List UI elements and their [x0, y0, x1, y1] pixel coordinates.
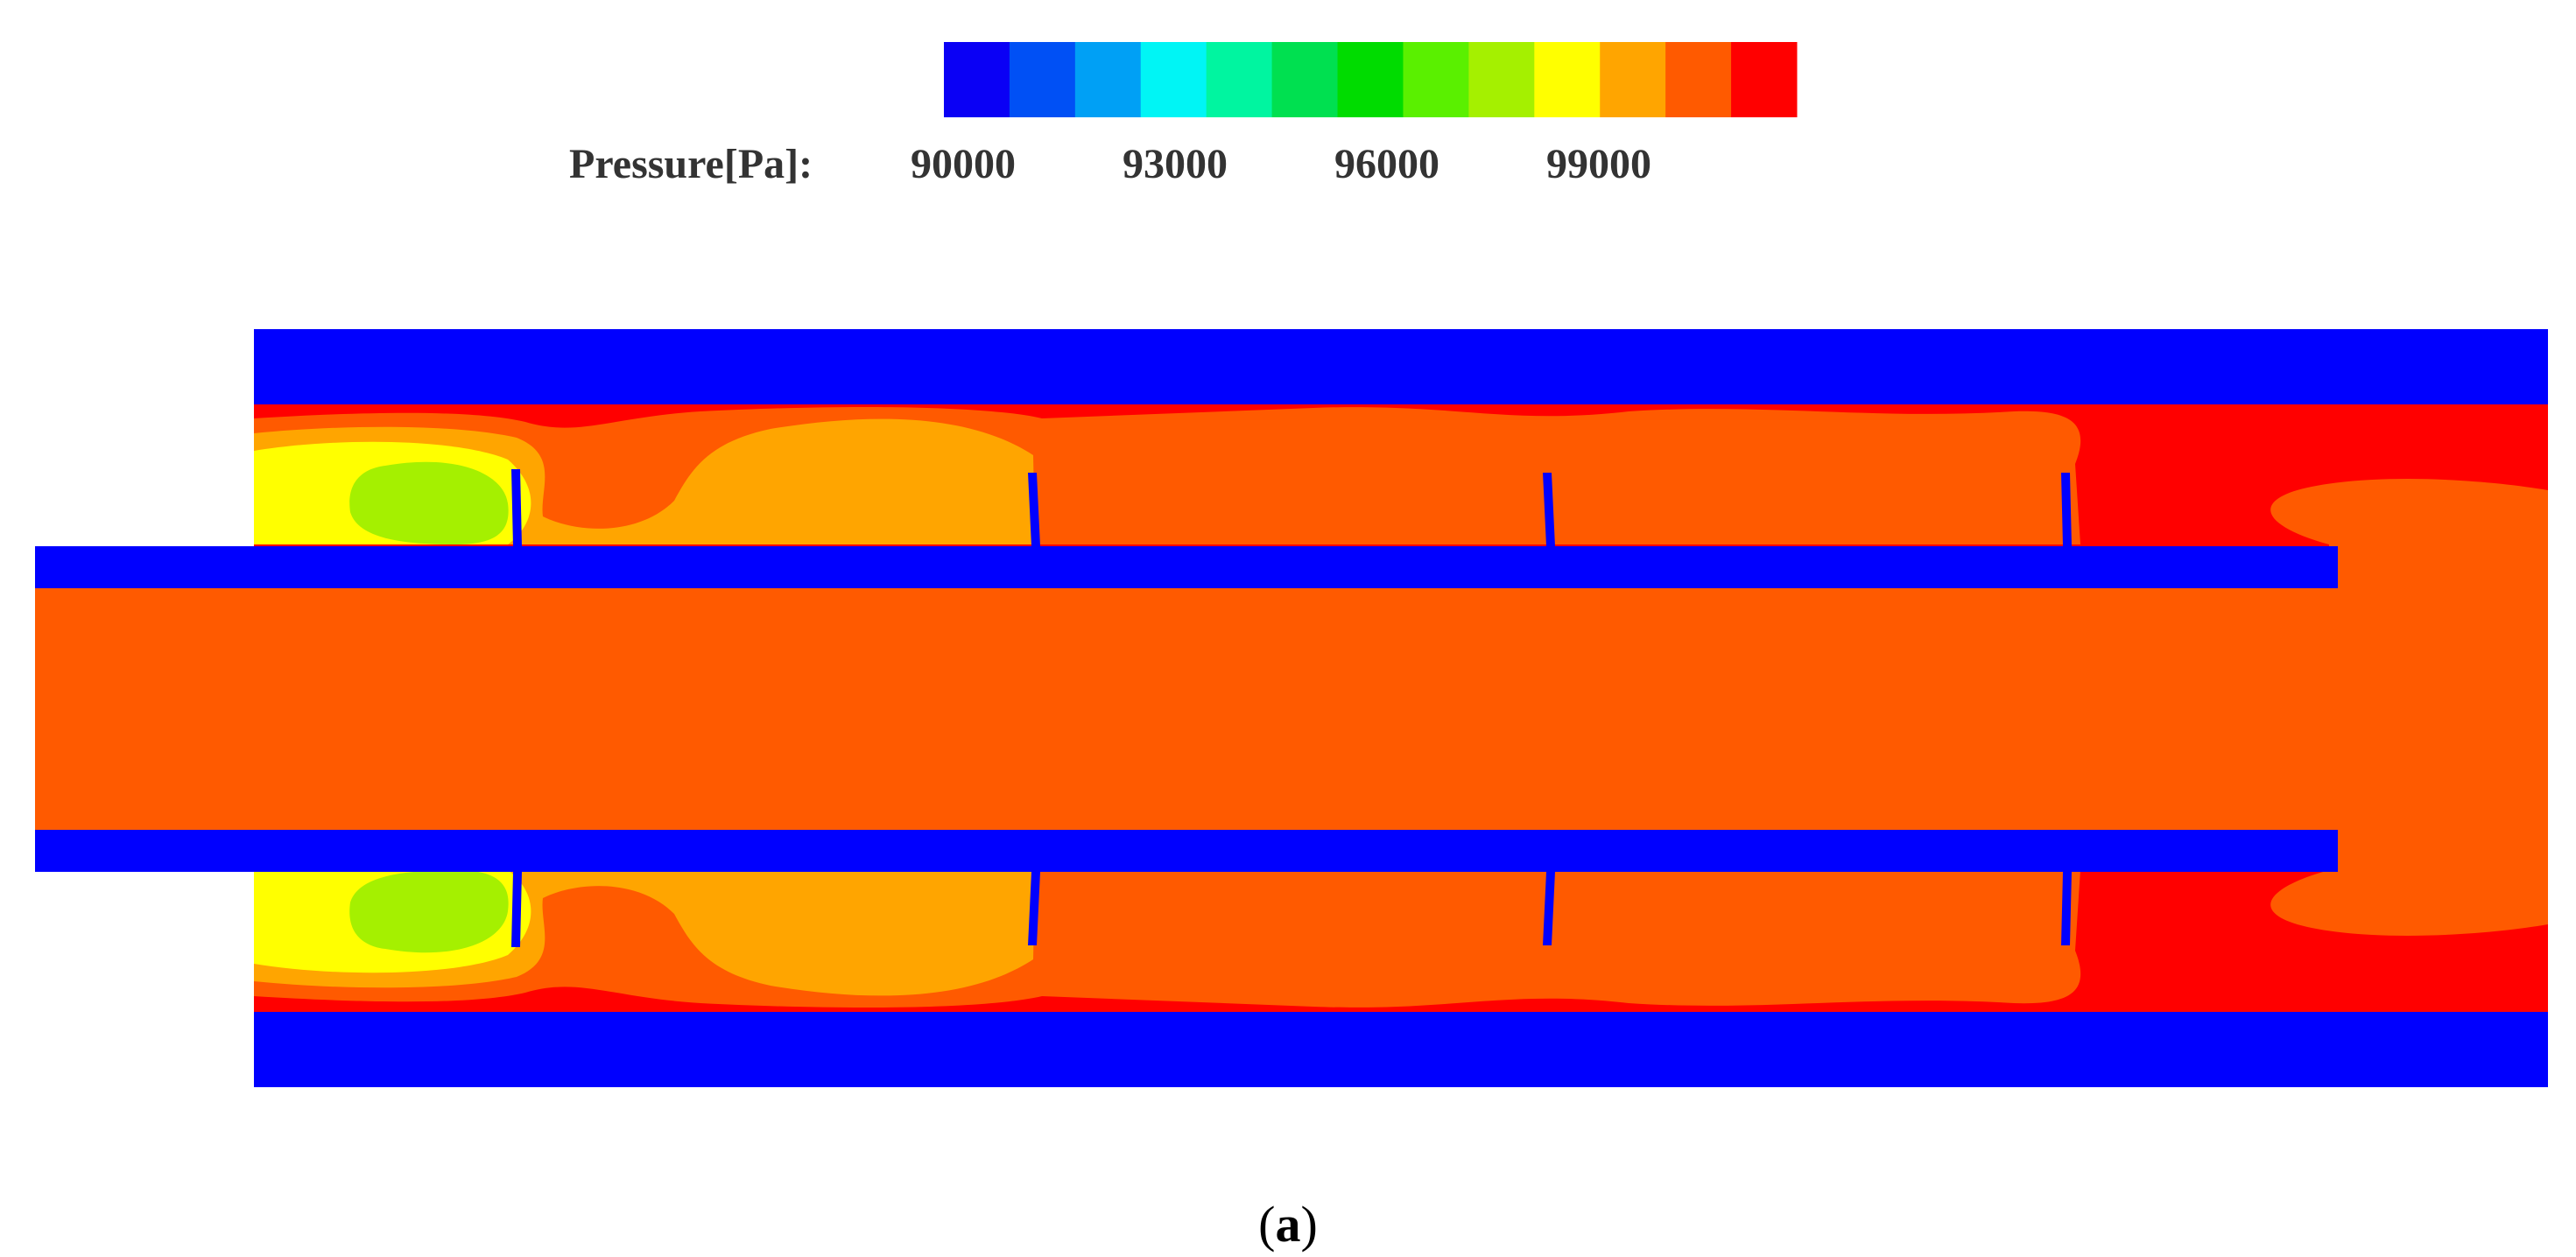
outer-wall-top	[254, 329, 2548, 404]
pressure-color-legend	[944, 42, 1798, 117]
pipe-flow-domain	[35, 329, 2548, 1087]
caption-open-paren: (	[1258, 1196, 1275, 1253]
baffle-lower	[1028, 872, 1040, 945]
baffle-lower	[2061, 872, 2072, 945]
inner-pipe-core-flow	[35, 588, 2338, 830]
legend-color-swatch	[1600, 42, 1666, 117]
legend-color-swatch	[1206, 42, 1273, 117]
upper-annulus-low-region	[349, 461, 509, 544]
outer-wall-bottom	[254, 1012, 2548, 1087]
legend-tick-label: 99000	[1546, 141, 1651, 187]
outlet-jet-region	[2270, 479, 2548, 936]
legend-color-swatch	[1468, 42, 1535, 117]
inner-pipe-wall-bottom	[35, 830, 2338, 872]
legend-tick-label: 90000	[911, 141, 1016, 187]
legend-color-swatch	[1337, 42, 1404, 117]
legend-color-swatch	[1731, 42, 1798, 117]
baffle-upper	[2061, 473, 2072, 546]
legend-tick-label: 96000	[1334, 141, 1439, 187]
legend-color-swatch	[1665, 42, 1732, 117]
baffle-lower	[1543, 872, 1555, 945]
legend-color-swatch	[944, 42, 1010, 117]
caption-close-paren: )	[1301, 1196, 1318, 1253]
lower-annulus-low-region	[349, 870, 509, 953]
legend-color-swatch	[1271, 42, 1339, 117]
legend-color-swatch	[1009, 42, 1076, 117]
caption-label: a	[1276, 1196, 1301, 1253]
legend-tick-label: 93000	[1123, 141, 1228, 187]
inner-pipe-wall-top	[35, 546, 2338, 588]
legend-color-swatch	[1140, 42, 1207, 117]
baffle-upper	[511, 469, 522, 546]
legend-title: Pressure[Pa]:	[569, 141, 813, 187]
baffle-upper	[1543, 473, 1555, 546]
legend-color-swatch	[1074, 42, 1142, 117]
figure-caption: (a)	[1258, 1196, 1318, 1253]
baffle-upper	[1028, 473, 1040, 546]
baffle-lower	[511, 872, 522, 947]
legend-color-swatch	[1403, 42, 1469, 117]
legend-color-swatch	[1534, 42, 1601, 117]
